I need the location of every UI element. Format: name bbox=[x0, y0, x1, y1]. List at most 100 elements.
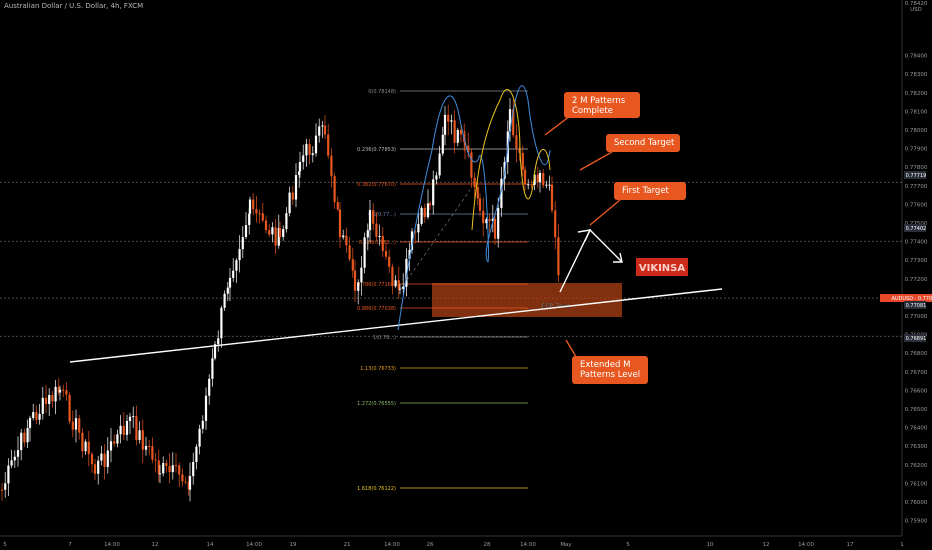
candle-body bbox=[338, 209, 342, 238]
candle-body bbox=[302, 155, 305, 162]
candle-body bbox=[26, 427, 29, 443]
candle-body bbox=[151, 446, 154, 460]
callout-m-patterns-pointer bbox=[544, 115, 571, 136]
price-badge-text: AUDUSD · 0.77096 bbox=[891, 296, 932, 302]
candle-body bbox=[48, 394, 51, 404]
price-badge-text: 0.76891 bbox=[906, 336, 927, 342]
candle-body bbox=[90, 454, 94, 465]
x-tick-label: 17 bbox=[847, 542, 854, 548]
candle-body bbox=[491, 218, 494, 222]
y-tick-label: 0.78100 bbox=[905, 109, 928, 115]
candle-body bbox=[523, 169, 527, 185]
currency-label: USD bbox=[910, 7, 922, 13]
candle-body bbox=[536, 174, 539, 183]
candle-body bbox=[282, 229, 285, 237]
arrowhead-top bbox=[577, 229, 592, 242]
candle-body bbox=[62, 389, 65, 391]
candle-body bbox=[308, 144, 311, 155]
candle-body bbox=[271, 227, 274, 235]
y-tick-label: 0.77200 bbox=[905, 277, 928, 283]
y-tick-label: 0.77300 bbox=[905, 258, 928, 264]
candle-body bbox=[16, 450, 20, 457]
y-tick-label: 0.77700 bbox=[905, 184, 928, 190]
candle-body bbox=[408, 249, 411, 259]
candle-body bbox=[144, 446, 148, 450]
y-tick-label: 0.78200 bbox=[905, 91, 928, 97]
candle-body bbox=[228, 277, 232, 288]
candle-body bbox=[71, 421, 74, 430]
fcp-zone bbox=[432, 283, 622, 317]
candle-body bbox=[252, 199, 255, 210]
candle-body bbox=[381, 236, 384, 251]
x-tick-label: 5 bbox=[626, 542, 630, 548]
candle-body bbox=[323, 125, 327, 135]
candle-body bbox=[171, 465, 174, 473]
candle-body bbox=[116, 434, 119, 444]
candle-body bbox=[405, 258, 408, 287]
candle-body bbox=[417, 223, 420, 233]
fib-label: 1.272(0.76555) bbox=[357, 401, 396, 407]
price-badge bbox=[904, 171, 926, 179]
callout-m-patterns-text: 2 M Patterns bbox=[572, 96, 626, 106]
x-tick-label: 14:00 bbox=[104, 542, 120, 548]
fcp-label: FCP Zone bbox=[542, 303, 571, 310]
candle-body bbox=[368, 210, 372, 231]
candle-body bbox=[106, 450, 109, 467]
candle-body bbox=[443, 114, 447, 135]
y-tick-label: 0.77400 bbox=[905, 240, 928, 246]
candle-body bbox=[128, 416, 132, 422]
candle-body bbox=[241, 237, 244, 250]
candle-body bbox=[38, 413, 41, 420]
x-tick-label: 14:00 bbox=[798, 542, 814, 548]
candle-body bbox=[548, 184, 551, 186]
candle-body bbox=[268, 230, 271, 235]
price-badge-text: 0.77081 bbox=[906, 303, 927, 309]
candle-body bbox=[353, 270, 357, 291]
candle-body bbox=[542, 172, 545, 186]
y-tick-label: 0.77800 bbox=[905, 165, 928, 171]
y-tick-label: 0.76000 bbox=[905, 500, 928, 506]
y-tick-label: 0.76800 bbox=[905, 351, 928, 357]
price-badge bbox=[904, 301, 926, 309]
x-tick-label: 1 bbox=[900, 542, 904, 548]
x-tick-label: 5 bbox=[3, 542, 7, 548]
x-tick-label: 10 bbox=[707, 542, 714, 548]
y-tick-label: 0.76300 bbox=[905, 444, 928, 450]
candle-body bbox=[58, 389, 62, 393]
candle-body bbox=[84, 441, 87, 452]
candle-body bbox=[488, 219, 491, 222]
y-tick-label: 0.78300 bbox=[905, 72, 928, 78]
candle-body bbox=[459, 130, 463, 135]
candle-body bbox=[7, 465, 10, 484]
candle-body bbox=[453, 120, 456, 143]
x-tick-label: 28 bbox=[484, 542, 491, 548]
candle-body bbox=[447, 114, 450, 122]
candle-body bbox=[554, 210, 557, 238]
candle-body bbox=[122, 425, 125, 435]
candle-body bbox=[432, 179, 435, 206]
candle-body bbox=[78, 418, 81, 433]
candle-body bbox=[201, 420, 204, 429]
brand-box bbox=[636, 258, 688, 276]
candle-body bbox=[527, 184, 530, 186]
candle-body bbox=[345, 235, 348, 246]
callout-extended-box bbox=[572, 356, 648, 384]
candle-body bbox=[41, 397, 44, 414]
price-badge-text: 0.77402 bbox=[906, 226, 927, 232]
candle-body bbox=[192, 462, 195, 477]
callout-m-patterns-box bbox=[564, 92, 640, 118]
callout-extended-text: Patterns Level bbox=[580, 370, 640, 380]
y-tick-label: 0.77000 bbox=[905, 314, 928, 320]
support-trendline bbox=[69, 288, 723, 363]
candle-body bbox=[473, 177, 476, 188]
candle-body bbox=[391, 266, 394, 287]
price-badge-text: 0.77719 bbox=[906, 173, 927, 179]
y-tick-label: 0.78400 bbox=[905, 54, 928, 60]
candle-body bbox=[450, 120, 453, 122]
callout-first-target-text: First Target bbox=[622, 186, 670, 196]
candle-body bbox=[533, 174, 536, 185]
candle-body bbox=[291, 192, 294, 200]
candle-body bbox=[211, 358, 214, 379]
candle-body bbox=[119, 425, 122, 435]
